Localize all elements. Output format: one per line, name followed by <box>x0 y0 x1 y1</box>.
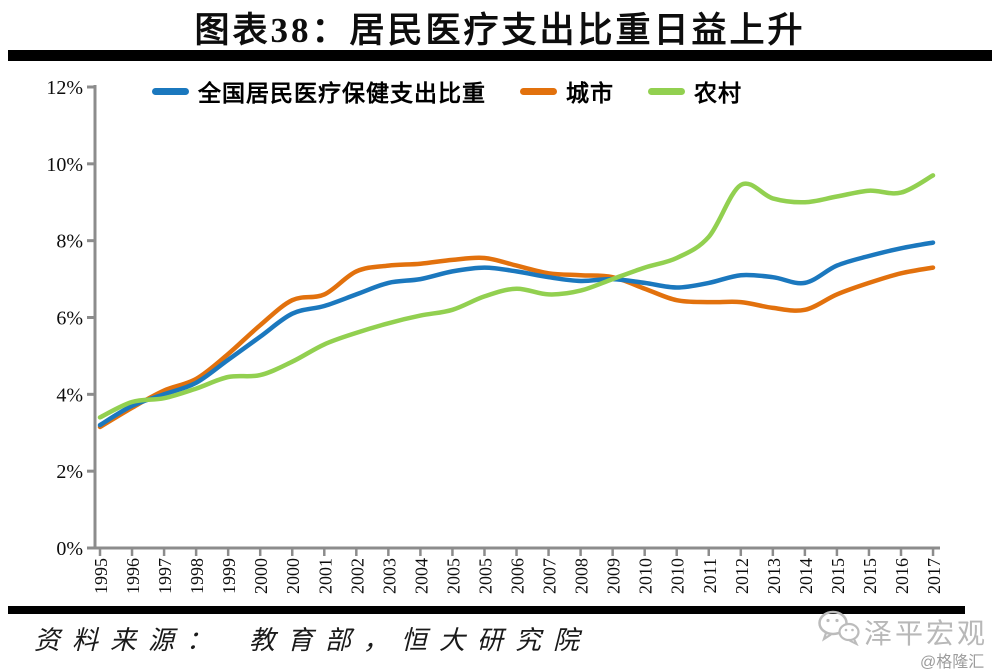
x-axis-label: 2010 <box>668 558 688 594</box>
x-axis-label: 2011 <box>700 558 720 593</box>
x-axis-label: 2016 <box>892 558 912 594</box>
legend-item-rural: 农村 <box>648 74 742 108</box>
watermark-site-handle: @格隆汇 <box>920 654 985 669</box>
y-axis-label: 8% <box>56 231 83 253</box>
x-axis-label: 1999 <box>219 558 239 594</box>
x-axis-label: 1995 <box>91 558 111 594</box>
x-axis-label: 2005 <box>443 558 463 594</box>
legend-item-national: 全国居民医疗保健支出比重 <box>152 74 486 108</box>
x-axis-label: 1997 <box>155 558 175 594</box>
y-axis-label: 2% <box>56 461 83 483</box>
legend-label-rural: 农村 <box>694 81 742 106</box>
x-axis-label: 2010 <box>636 558 656 594</box>
series-line-national <box>97 240 936 428</box>
x-axis-label: 2013 <box>764 558 784 594</box>
y-axis-label: 0% <box>56 538 83 560</box>
x-axis-label: 2015 <box>828 558 848 594</box>
series-line-rural <box>97 173 936 420</box>
legend-label-national: 全国居民医疗保健支出比重 <box>198 81 486 106</box>
x-axis-label: 2005 <box>475 558 495 594</box>
wechat-icon <box>818 610 860 646</box>
x-axis-label: 2004 <box>411 558 431 594</box>
watermark-account-name: 泽平宏观 <box>864 618 989 649</box>
x-axis-label: 2000 <box>251 558 271 594</box>
x-axis-label: 2000 <box>283 558 303 594</box>
x-axis-label: 2012 <box>732 558 752 594</box>
x-axis-label: 2015 <box>860 558 880 594</box>
x-axis-label: 1998 <box>187 558 207 594</box>
series-line-urban <box>97 255 936 430</box>
x-axis-label: 2014 <box>796 558 816 594</box>
national-line-swatch <box>152 87 189 95</box>
x-axis-label: 1996 <box>123 558 143 594</box>
watermark: 泽平宏观 @格隆汇 <box>818 608 1000 669</box>
urban-line-swatch <box>520 87 557 95</box>
y-axis-label: 12% <box>46 77 83 99</box>
y-axis-label: 6% <box>56 307 83 329</box>
x-axis-label: 2006 <box>508 558 528 594</box>
legend-item-urban: 城市 <box>520 74 614 108</box>
x-axis-label: 2009 <box>604 558 624 594</box>
y-axis-label: 4% <box>56 384 83 406</box>
data-source-note: 资料来源： 教育部，恒大研究院 <box>34 626 592 655</box>
top-divider <box>8 50 992 61</box>
x-axis-label: 2002 <box>347 558 367 594</box>
x-axis-label: 2001 <box>315 558 335 594</box>
x-axis-label: 2017 <box>924 558 944 594</box>
bottom-divider <box>8 606 965 614</box>
legend-label-urban: 城市 <box>566 81 614 106</box>
chart-legend: 全国居民医疗保健支出比重 城市 农村 <box>152 74 742 108</box>
page-title: 图表38：居民医疗支出比重日益上升 <box>194 11 806 50</box>
x-axis-label: 2003 <box>379 558 399 594</box>
rural-line-swatch <box>648 87 685 95</box>
x-axis-label: 2008 <box>572 558 592 594</box>
y-axis-label: 10% <box>46 154 83 176</box>
x-axis-label: 2007 <box>540 558 560 594</box>
